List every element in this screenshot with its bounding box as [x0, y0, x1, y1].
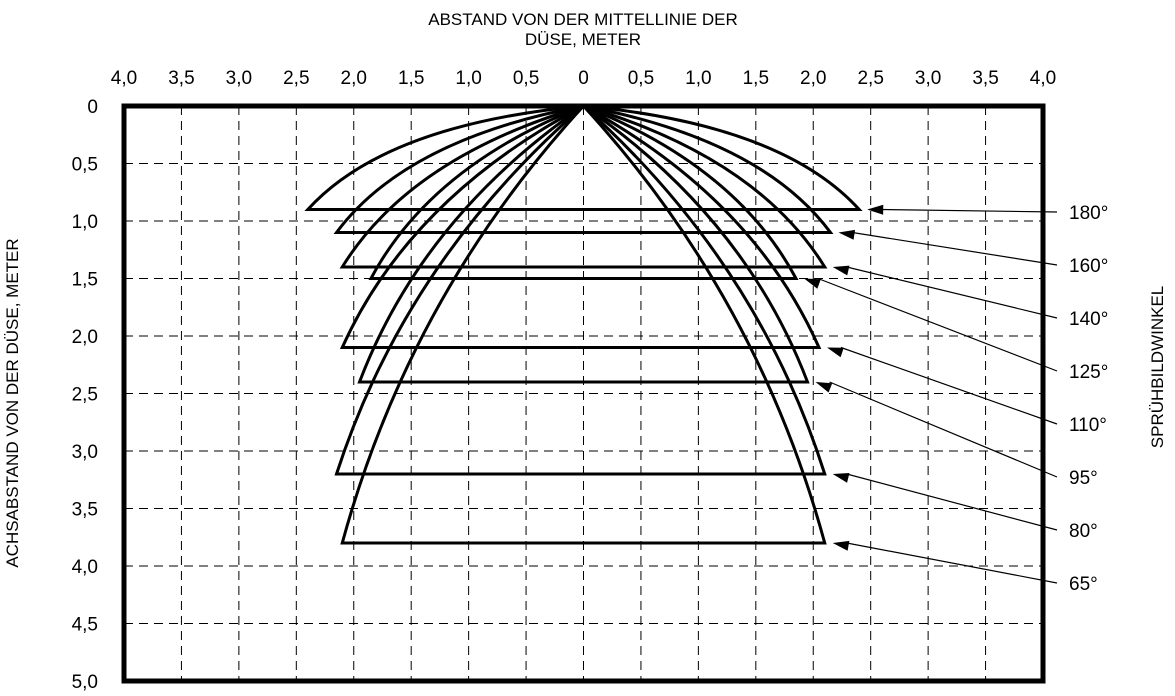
x-tick-label: 2,5 — [283, 68, 309, 89]
x-tick-label: 4,0 — [111, 68, 137, 89]
spray-patterns — [304, 104, 863, 545]
y-tick-label: 2,0 — [72, 327, 98, 348]
x-tick-label: 2,0 — [800, 68, 826, 89]
x-tick-label: 2,0 — [341, 68, 367, 89]
spray-pattern-65deg — [340, 104, 827, 545]
leader-arrowhead — [838, 229, 856, 240]
x-tick-label: 3,5 — [168, 68, 194, 89]
y-tick-label: 5,0 — [72, 672, 98, 693]
grid — [124, 106, 1043, 681]
angle-label: 180° — [1069, 203, 1108, 224]
y-tick-label: 3,0 — [72, 442, 98, 463]
x-tick-label: 3,0 — [915, 68, 941, 89]
spray-pattern-80deg — [334, 104, 827, 476]
right-axis-title: SPRÜHBILDWINKEL — [1148, 286, 1167, 448]
x-tick-label: 3,0 — [226, 68, 252, 89]
chart-text: 180° 160° 140° 125° 110° 95° 80° 65° 4,0 3,5 3,0 2,… — [3, 10, 1167, 693]
leader-arrowhead — [832, 540, 850, 551]
y-tick-label: 1,5 — [72, 270, 98, 291]
leader-arrowhead — [867, 204, 884, 215]
spray-pattern-95deg — [357, 104, 810, 384]
angle-label: 80° — [1069, 521, 1098, 542]
spray-pattern-180deg — [304, 104, 863, 211]
x-tick-label: 1,0 — [685, 68, 711, 89]
leader-line — [829, 381, 1058, 478]
y-axis-title: ACHSABSTAND VON DER DÜSE, METER — [3, 238, 22, 567]
x-tick-label: 1,0 — [455, 68, 481, 89]
angle-label: 110° — [1069, 415, 1107, 436]
leader-line — [846, 473, 1058, 531]
leader-arrowhead — [832, 473, 850, 483]
spray-pattern-160deg — [333, 104, 834, 234]
x-tick-label: 4,0 — [1030, 68, 1056, 89]
x-tick-label: 0,5 — [513, 68, 539, 89]
angle-label: 95° — [1069, 468, 1098, 489]
top-axis-title: DÜSE, METER — [525, 30, 641, 49]
leader-line — [881, 208, 1058, 213]
y-tick-label: 4,5 — [72, 615, 98, 636]
leader-line — [840, 346, 1058, 425]
leader-line — [817, 277, 1058, 372]
x-tick-label: 1,5 — [398, 68, 424, 89]
angle-label: 125° — [1069, 362, 1108, 383]
top-axis-title: ABSTAND VON DER MITTELLINIE DER — [428, 10, 738, 29]
x-tick-label: 2,5 — [857, 68, 883, 89]
spray-pattern-125deg — [368, 104, 799, 280]
leader-arrowhead — [804, 278, 821, 289]
leader-line — [846, 266, 1058, 319]
angle-label: 65° — [1069, 574, 1098, 595]
x-tick-label: 3,5 — [972, 68, 998, 89]
spray-pattern-140deg — [339, 104, 828, 269]
leader-arrowhead — [815, 382, 833, 393]
spray-pattern-110deg — [339, 104, 822, 349]
y-tick-label: 0 — [87, 97, 98, 118]
y-tick-label: 0,5 — [72, 155, 98, 176]
y-tick-label: 1,0 — [72, 212, 98, 233]
y-tick-label: 2,5 — [72, 385, 98, 406]
x-tick-label: 0 — [578, 68, 589, 89]
y-tick-label: 3,5 — [72, 500, 98, 521]
y-tick-label: 4,0 — [72, 557, 98, 578]
leader-arrowhead — [826, 347, 844, 358]
leader-arrowhead — [832, 265, 850, 276]
angle-leaders — [804, 204, 1058, 584]
leader-line — [852, 231, 1058, 266]
x-tick-label: 1,5 — [743, 68, 769, 89]
angle-label: 140° — [1069, 309, 1108, 330]
angle-label: 160° — [1069, 256, 1108, 277]
leader-line — [846, 542, 1058, 584]
x-tick-label: 0,5 — [628, 68, 654, 89]
